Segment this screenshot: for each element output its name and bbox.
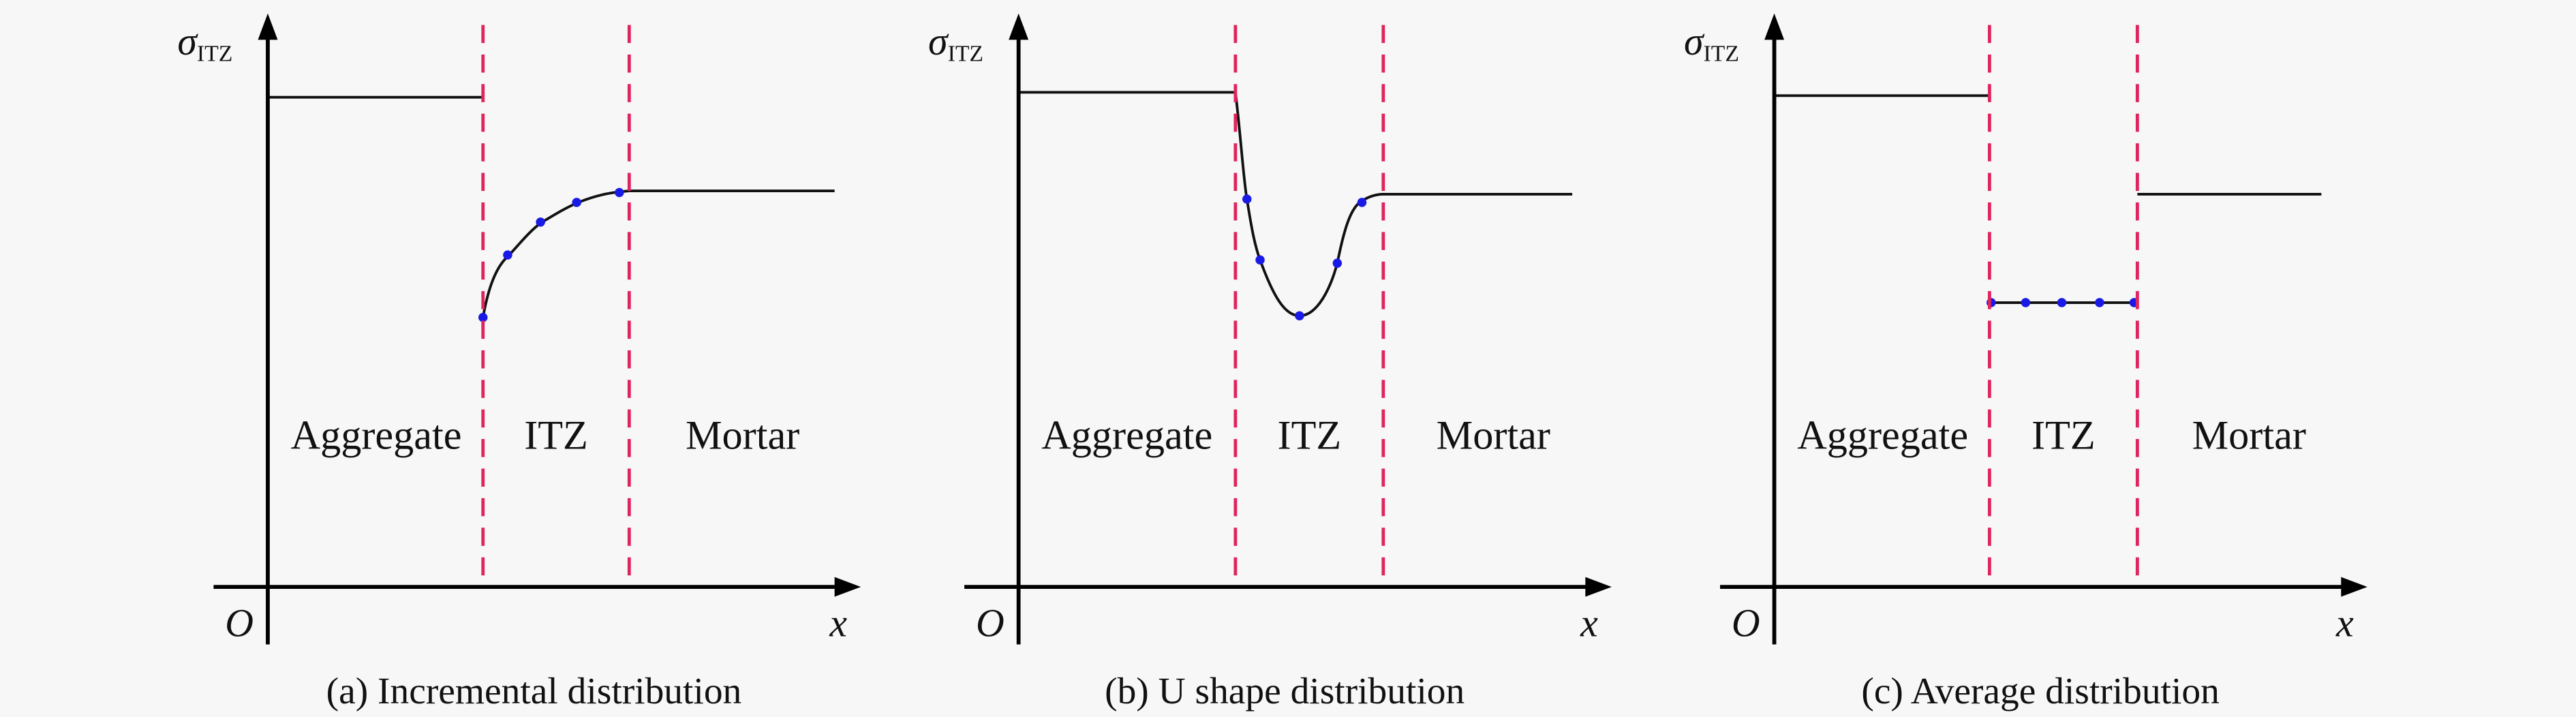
caption: (b) U shape distribution xyxy=(1105,670,1465,712)
curve-a xyxy=(267,95,835,322)
origin-label: O xyxy=(1732,600,1760,645)
x-arrow xyxy=(834,577,861,597)
region-label: Mortar xyxy=(686,413,799,459)
region-label: Aggregate xyxy=(1041,413,1212,459)
y-label-symbol: σ xyxy=(177,19,198,63)
y-arrow xyxy=(1764,13,1785,40)
caption: (c) Average distribution xyxy=(1861,670,2219,712)
y-label-subscript: ITZ xyxy=(197,42,232,67)
y-arrow xyxy=(258,13,278,40)
region-label: Mortar xyxy=(2192,413,2306,459)
curve-b xyxy=(1018,91,1573,321)
region-label: ITZ xyxy=(2031,413,2096,459)
x-axis-label: x xyxy=(2335,600,2354,645)
y-axis-label: σITZ xyxy=(1684,19,1739,67)
x-arrow xyxy=(1585,577,1612,597)
curve-c xyxy=(1774,94,2322,307)
region-label: ITZ xyxy=(524,413,588,459)
region-label: ITZ xyxy=(1278,413,1342,459)
y-label-subscript: ITZ xyxy=(948,42,983,67)
region-label: Aggregate xyxy=(291,413,462,459)
y-axis-label: σITZ xyxy=(928,19,983,67)
region-label: Aggregate xyxy=(1797,413,1968,459)
y-axis-label: σITZ xyxy=(177,19,232,67)
origin-label: O xyxy=(225,600,254,645)
y-arrow xyxy=(1009,13,1029,40)
x-axis-label: x xyxy=(829,600,847,645)
y-label-symbol: σ xyxy=(1684,19,1705,63)
region-label: Mortar xyxy=(1437,413,1550,459)
x-arrow xyxy=(2341,577,2367,597)
y-label-symbol: σ xyxy=(928,19,949,63)
caption: (a) Incremental distribution xyxy=(326,670,742,712)
x-axis-label: x xyxy=(1580,600,1598,645)
origin-label: O xyxy=(976,600,1005,645)
y-label-subscript: ITZ xyxy=(1704,42,1739,67)
